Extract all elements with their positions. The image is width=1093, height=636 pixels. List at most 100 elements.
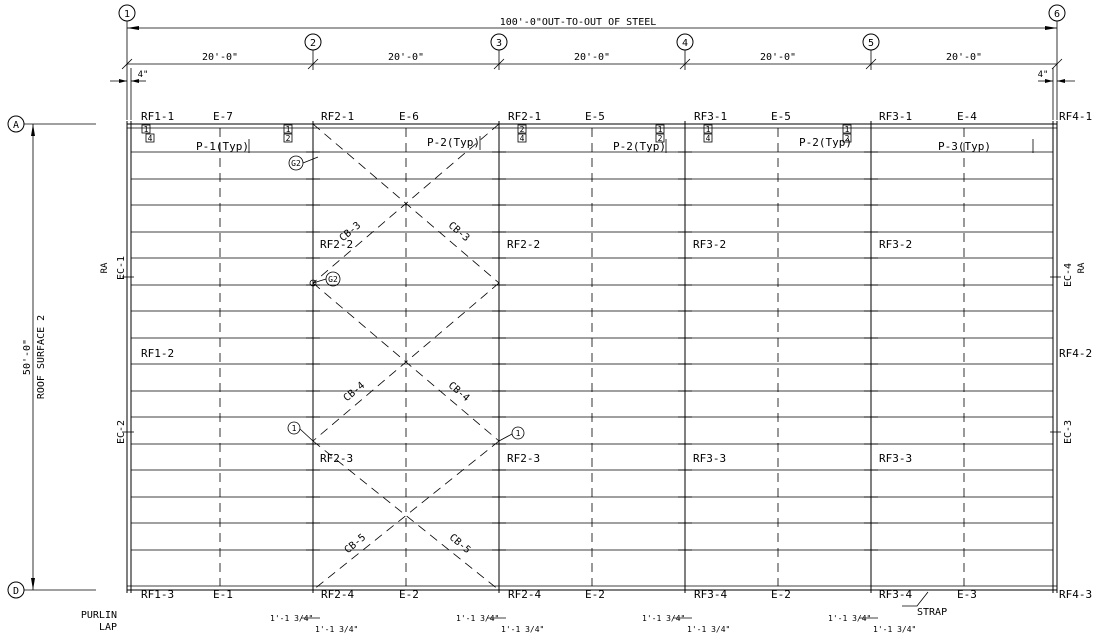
grid-3-label: 3 — [496, 38, 502, 49]
bay-center-lines — [219, 128, 965, 586]
frame-label: RF4-3 — [1059, 588, 1092, 601]
lap-dimension: 1'-1 3/4" — [270, 614, 313, 623]
region-labels: RF2-2 RF2-2 RF3-2 RF3-2 RF2-3 RF2-3 RF3-… — [141, 238, 1092, 465]
end-column-label: EC-3 — [1063, 420, 1074, 444]
panel-label: P-2(Typ) — [427, 136, 480, 149]
frame-label: RF2-2 — [507, 238, 540, 251]
frame-label: RF3-4 — [694, 588, 727, 601]
eave-label: E-1 — [213, 588, 233, 601]
lap-dimension: 1'-1 3/4" — [687, 625, 730, 634]
frame-label: RF4-2 — [1059, 347, 1092, 360]
lap-dimension: 1'-1 3/4" — [828, 614, 871, 623]
lap-dimension: 1'-1 3/4" — [873, 625, 916, 634]
eave-label: E-6 — [399, 110, 419, 123]
eave-label: E-5 — [585, 110, 605, 123]
eave-label: E-4 — [957, 110, 977, 123]
grid-1-label: 1 — [124, 9, 130, 20]
eave-label: E-5 — [771, 110, 791, 123]
callout-1: 1 — [516, 429, 521, 438]
frame-label: RF1-3 — [141, 588, 174, 601]
panel-label: P-1(Typ) — [196, 140, 249, 153]
end-column-label: EC-2 — [116, 420, 127, 444]
depth-text: 50'-0" — [22, 339, 33, 375]
left-offset-dimension: 4" — [138, 70, 149, 80]
frame-label: RF2-2 — [320, 238, 353, 251]
mark: 2 — [520, 125, 525, 134]
grid-5-label: 5 — [868, 38, 874, 49]
grid-6-label: 6 — [1054, 9, 1060, 20]
frame-label: RF3-1 — [694, 110, 727, 123]
eave-label: E-3 — [957, 588, 977, 601]
cable-labels: CB-3 CB-3 CB-4 CB-4 CB-5 CB-5 — [338, 220, 473, 556]
frame-label: RF1-1 — [141, 110, 174, 123]
mark: 1 — [845, 125, 850, 134]
grid-a-label: A — [13, 120, 19, 131]
callout-1: 1 — [292, 424, 297, 433]
right-offset-dimension: 4" — [1038, 70, 1049, 80]
mark: 4 — [706, 134, 711, 143]
bottom-labels: RF1-3 E-1 RF2-4 E-2 RF2-4 E-2 RF3-4 E-2 … — [141, 588, 1092, 601]
mark: 2 — [286, 134, 291, 143]
frame-label: RF2-4 — [508, 588, 541, 601]
bay-dimension: 20'-0" — [946, 52, 982, 63]
roof-surface-label: ROOF SURFACE 2 — [36, 315, 47, 399]
grid-d-label: D — [13, 586, 19, 597]
boxed-marks: 1 4 1 2 2 4 1 2 1 4 1 2 — [141, 124, 852, 143]
eave-label: E-7 — [213, 110, 233, 123]
frame-label: RF3-2 — [693, 238, 726, 251]
lap-dimension: 1'-1 3/4" — [501, 625, 544, 634]
strap-label: STRAP — [917, 607, 947, 618]
panel-label: P-2(Typ) — [799, 136, 852, 149]
top-labels: RF1-1 E-7 RF2-1 E-6 RF2-1 E-5 RF3-1 E-5 … — [141, 110, 1092, 123]
cable-label: CB-4 — [446, 380, 472, 404]
panel-label: P-3(Typ) — [938, 140, 991, 153]
mark: 4 — [148, 134, 153, 143]
depth-dimension: 50'-0" ROOF SURFACE 2 — [22, 124, 47, 590]
mark: 1 — [706, 125, 711, 134]
purlin-label: PURLIN — [81, 610, 117, 621]
callout-g2: G2 — [291, 159, 301, 168]
frame-label: RF2-1 — [508, 110, 541, 123]
purlin-lap-notes: PURLIN LAP 1'-1 3/4" 1'-1 3/4" 1'-1 3/4"… — [81, 591, 947, 634]
frame-label: RF3-3 — [879, 452, 912, 465]
bay-dimension: 20'-0" — [388, 52, 424, 63]
mark: 2 — [658, 134, 663, 143]
frame-label: RF3-4 — [879, 588, 912, 601]
frame-label: RF2-4 — [321, 588, 354, 601]
lap-dimension: 1'-1 3/4" — [642, 614, 685, 623]
frame-label: RF3-2 — [879, 238, 912, 251]
mark: 1 — [658, 125, 663, 134]
lap-dimension: 1'-1 3/4" — [456, 614, 499, 623]
frame-label: RF3-3 — [693, 452, 726, 465]
rafter-label: RA — [100, 262, 110, 273]
callout-g2: G2 — [328, 275, 338, 284]
end-column-label: EC-4 — [1063, 263, 1074, 287]
lap-dimension: 1'-1 3/4" — [315, 625, 358, 634]
frame-label: RF3-1 — [879, 110, 912, 123]
cable-label: CB-5 — [343, 532, 369, 556]
mark: 1 — [286, 125, 291, 134]
cable-label: CB-5 — [447, 532, 473, 556]
end-column-label: EC-1 — [116, 256, 127, 280]
dimension-lines: 100'-0"OUT-TO-OUT OF STEEL 20'-0" 20'-0"… — [110, 17, 1075, 120]
eave-label: E-2 — [771, 588, 791, 601]
frame-label: RF2-1 — [321, 110, 354, 123]
panel-label: P-2(Typ) — [613, 140, 666, 153]
lap-label: LAP — [99, 622, 117, 633]
cable-label: CB-4 — [342, 380, 368, 404]
cable-bracing — [312, 123, 500, 591]
grid-2-label: 2 — [310, 38, 316, 49]
eave-label: E-2 — [585, 588, 605, 601]
row-grid-bubbles: A D — [7, 115, 96, 599]
panel-labels: P-1(Typ) P-2(Typ) P-2(Typ) P-2(Typ) P-3(… — [196, 136, 1034, 153]
overall-dimension: 100'-0"OUT-TO-OUT OF STEEL — [500, 17, 657, 28]
frame-lines — [126, 121, 1058, 593]
frame-label: RF1-2 — [141, 347, 174, 360]
mark: 1 — [144, 125, 149, 134]
rafter-label: RA — [1077, 262, 1087, 273]
mark: 2 — [845, 134, 850, 143]
bay-dimension: 20'-0" — [574, 52, 610, 63]
frame-label: RF2-3 — [320, 452, 353, 465]
end-column-labels: EC-1 EC-2 EC-4 EC-3 RA RA — [100, 256, 1087, 444]
